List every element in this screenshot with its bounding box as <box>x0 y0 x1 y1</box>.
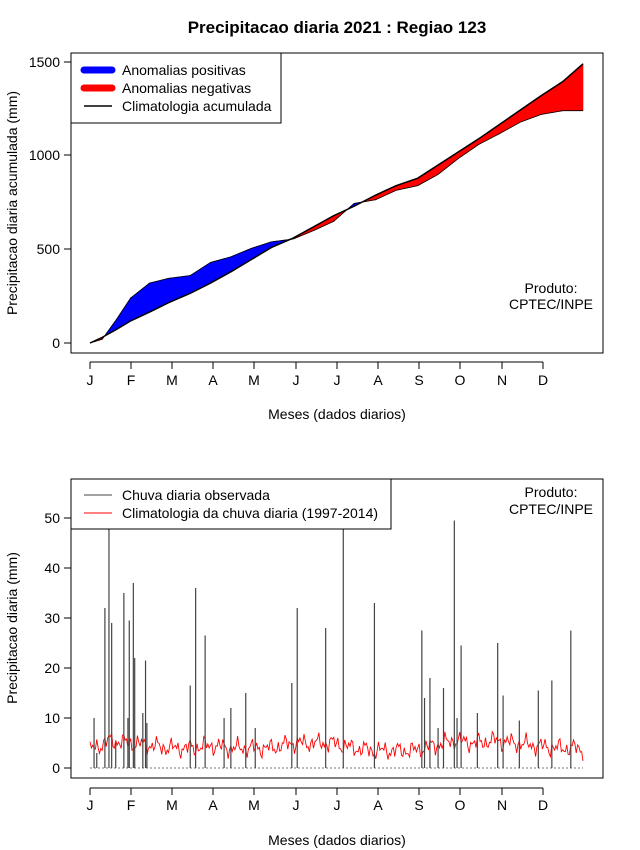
bottom-x-tick-aug: A <box>373 788 383 813</box>
top-x-tick-aug: A <box>373 362 383 388</box>
top-chart-marks <box>89 63 584 344</box>
top-chart-title: Precipitacao diaria 2021 : Regiao 123 <box>188 18 487 37</box>
bottom-x-tick-jun: J <box>293 788 300 813</box>
top-x-tick-label-nov: N <box>497 372 507 388</box>
bottom-x-axis-label: Meses (dados diarios) <box>268 832 406 848</box>
climatology-daily-line <box>89 730 584 761</box>
bottom-x-tick-label-feb: F <box>127 797 136 813</box>
climatology-accumulated-line <box>89 63 584 344</box>
top-x-tick-label-feb: F <box>127 372 136 388</box>
bottom-y-tick-0: 0 <box>52 760 71 776</box>
anomaly-segment-day-364 <box>581 63 584 112</box>
bottom-y-tick-label-10: 10 <box>44 710 60 726</box>
bottom-chart-marks <box>89 520 584 769</box>
top-x-tick-jun: J <box>293 362 300 388</box>
top-y-tick-label-1500: 1500 <box>29 54 60 70</box>
top-x-tick-jan: J <box>87 362 94 388</box>
bottom-x-tick-label-jan: J <box>87 797 94 813</box>
bottom-y-tick-label-40: 40 <box>44 560 60 576</box>
bottom-x-tick-jan: J <box>87 788 94 813</box>
top-x-tick-sep: S <box>414 362 424 388</box>
top-x-tick-label-dec: D <box>538 372 548 388</box>
top-x-tick-label-jun: J <box>293 372 300 388</box>
top-x-tick-dec: D <box>538 362 548 388</box>
bottom-x-tick-label-mar: M <box>166 797 178 813</box>
bottom-legend: Chuva diaria observada Climatologia da c… <box>70 478 392 530</box>
bottom-x-tick-label-nov: N <box>497 797 507 813</box>
bottom-x-tick-dec: D <box>538 788 548 813</box>
top-x-tick-label-may: M <box>248 372 260 388</box>
bottom-legend-box <box>70 478 392 530</box>
bottom-y-tick-label-0: 0 <box>52 760 60 776</box>
bottom-y-tick-20: 20 <box>44 660 71 676</box>
top-y-tick-1500: 1500 <box>29 54 71 70</box>
top-x-tick-label-aug: A <box>373 372 383 388</box>
bottom-x-tick-may: M <box>248 788 260 813</box>
top-legend: Anomalias positivas Anomalias negativas … <box>70 52 282 124</box>
top-x-tick-jul: J <box>334 362 341 388</box>
top-y-tick-label-500: 500 <box>37 241 61 257</box>
bottom-y-tick-label-30: 30 <box>44 610 60 626</box>
top-legend-label-climatology: Climatologia acumulada <box>122 98 272 114</box>
bottom-x-tick-jul: J <box>334 788 341 813</box>
bottom-y-tick-50: 50 <box>44 510 71 526</box>
observed-accumulated-outline <box>89 110 583 344</box>
bottom-x-tick-label-jul: J <box>334 797 341 813</box>
top-y-tick-500: 500 <box>37 241 71 257</box>
bottom-annotation-line-2: CPTEC/INPE <box>509 501 593 517</box>
bottom-x-tick-label-apr: A <box>208 797 218 813</box>
bottom-legend-label-observed: Chuva diaria observada <box>122 487 270 503</box>
top-y-tick-1000: 1000 <box>29 147 71 163</box>
top-x-tick-apr: A <box>208 362 218 388</box>
top-legend-label-positive: Anomalias positivas <box>122 62 246 78</box>
bottom-x-tick-feb: F <box>127 788 136 813</box>
top-annotation-line-2: CPTEC/INPE <box>509 296 593 312</box>
bottom-x-tick-label-may: M <box>248 797 260 813</box>
top-x-tick-feb: F <box>127 362 136 388</box>
bottom-x-tick-mar: M <box>166 788 178 813</box>
bottom-x-tick-label-oct: O <box>455 797 466 813</box>
top-x-tick-oct: O <box>455 362 466 388</box>
bottom-legend-label-climatology: Climatologia da chuva diaria (1997-2014) <box>122 505 378 521</box>
top-x-tick-label-oct: O <box>455 372 466 388</box>
bottom-x-tick-label-jun: J <box>293 797 300 813</box>
top-x-tick-label-sep: S <box>414 372 423 388</box>
bottom-x-tick-nov: N <box>497 788 507 813</box>
top-y-axis-label: Precipitacao diaria acumulada (mm) <box>4 91 20 315</box>
bottom-y-tick-label-20: 20 <box>44 660 60 676</box>
bottom-x-tick-apr: A <box>208 788 218 813</box>
bottom-y-tick-30: 30 <box>44 610 71 626</box>
top-x-tick-label-apr: A <box>208 372 218 388</box>
top-y-tick-label-1000: 1000 <box>29 147 60 163</box>
bottom-x-tick-oct: O <box>455 788 466 813</box>
top-x-axis-label: Meses (dados diarios) <box>268 406 406 422</box>
bottom-y-axis-label: Precipitacao diaria (mm) <box>4 552 20 704</box>
top-legend-box <box>70 52 282 124</box>
top-x-ticks: J F M A M J J A S O N D <box>87 362 548 388</box>
top-x-tick-nov: N <box>497 362 507 388</box>
bottom-y-tick-40: 40 <box>44 560 71 576</box>
top-y-tick-0: 0 <box>52 335 71 351</box>
top-x-tick-mar: M <box>166 362 178 388</box>
top-x-tick-label-jan: J <box>87 372 94 388</box>
bottom-x-tick-label-dec: D <box>538 797 548 813</box>
bottom-x-tick-label-sep: S <box>414 797 423 813</box>
bottom-annotation-line-1: Produto: <box>525 484 578 500</box>
bottom-x-tick-label-aug: A <box>373 797 383 813</box>
bottom-y-tick-10: 10 <box>44 710 71 726</box>
top-legend-label-negative: Anomalias negativas <box>122 80 251 96</box>
bottom-y-tick-label-50: 50 <box>44 510 60 526</box>
bottom-x-tick-sep: S <box>414 788 424 813</box>
top-x-tick-label-mar: M <box>166 372 178 388</box>
top-annotation-line-1: Produto: <box>525 280 578 296</box>
top-y-tick-label-0: 0 <box>52 335 60 351</box>
top-x-tick-may: M <box>248 362 260 388</box>
top-x-tick-label-jul: J <box>334 372 341 388</box>
bottom-x-ticks: J F M A M J J A S O N D <box>87 788 548 813</box>
